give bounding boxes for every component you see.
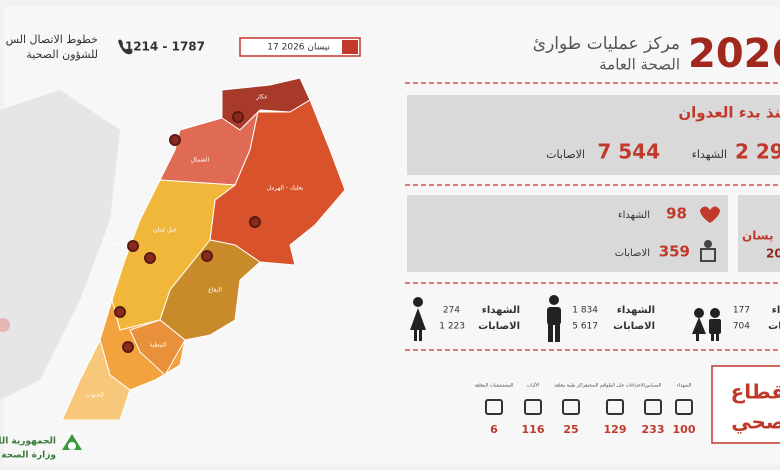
marker bbox=[127, 240, 139, 252]
woman-icon bbox=[410, 297, 426, 341]
stat-label: مراكز طبية مغلقة bbox=[554, 383, 588, 389]
stat-value: 116 bbox=[522, 423, 545, 436]
year: 2026 bbox=[688, 31, 780, 77]
date-panel bbox=[738, 195, 780, 272]
marker bbox=[144, 252, 156, 264]
hotline-numbers: 1214 - 1787 bbox=[125, 40, 205, 54]
footer-line2: وزارة الصحة ا bbox=[0, 451, 56, 461]
region-south-lower bbox=[61, 338, 131, 421]
calendar-icon bbox=[342, 40, 358, 54]
stat-value: 129 bbox=[604, 423, 627, 436]
marker-glow bbox=[0, 318, 10, 332]
person-icon bbox=[700, 240, 716, 262]
region-bekaa bbox=[159, 239, 261, 341]
map-label: البقاع bbox=[208, 287, 222, 294]
men-martyrs-label: الشهداء bbox=[617, 305, 655, 316]
stat-icon bbox=[606, 399, 624, 415]
phone-icon bbox=[118, 39, 133, 55]
children-icon bbox=[692, 308, 721, 341]
children-martyrs: 177 bbox=[733, 306, 750, 316]
women-injured: 1 223 bbox=[439, 322, 465, 332]
stat-icon bbox=[485, 399, 503, 415]
since-start-injured-label: الاصابات bbox=[546, 148, 585, 161]
men-injured-label: الاصابات bbox=[613, 321, 655, 332]
date-box bbox=[239, 37, 361, 57]
map-label: عكار bbox=[255, 94, 268, 101]
daily-martyrs-label: الشهداء bbox=[618, 210, 650, 221]
children-injured-label: الاصابات bbox=[768, 321, 780, 332]
daily-martyrs: 98 bbox=[666, 205, 687, 223]
men-injured: 5 617 bbox=[572, 322, 598, 332]
stat-icon bbox=[644, 399, 662, 415]
side-date-line2: 20 bbox=[766, 247, 780, 261]
since-start-injured: 7 544 bbox=[597, 140, 660, 164]
map-label: بعلبك - الهرمل bbox=[267, 185, 304, 192]
hotline-subtitle: للشؤون الصحية bbox=[26, 48, 98, 61]
footer-line1: الجمهورية الل bbox=[0, 437, 56, 447]
women-martyrs-label: الشهداء bbox=[482, 305, 520, 316]
daily-injured: 359 bbox=[659, 243, 690, 261]
stat-value: 233 bbox=[642, 423, 665, 436]
stat-icon bbox=[524, 399, 542, 415]
map-background bbox=[0, 90, 120, 400]
map-label: النبطية bbox=[149, 342, 166, 349]
stat-label: الشهداء bbox=[677, 384, 691, 389]
hotline-title: خطوط الاتصال الس bbox=[6, 33, 98, 46]
marker bbox=[122, 341, 134, 353]
heart-icon bbox=[700, 206, 720, 223]
women-martyrs: 274 bbox=[443, 306, 460, 316]
since-start-martyrs: 2 29 bbox=[735, 140, 780, 164]
marker bbox=[169, 134, 181, 146]
side-date-line1: يسان bbox=[742, 229, 773, 243]
date: 17 نيسان 2026 bbox=[267, 43, 330, 53]
stat-value: 6 bbox=[490, 423, 498, 436]
health-sector-title2: الصحي bbox=[731, 410, 780, 435]
women-injured-label: الاصابات bbox=[478, 321, 520, 332]
daily-panel bbox=[407, 195, 728, 272]
children-martyrs-label: الشهداء bbox=[772, 305, 780, 316]
map-label: الجنوب bbox=[86, 392, 104, 399]
stat-label: الآليات bbox=[527, 383, 539, 389]
map: عكار الشمال بعلبك - الهرمل بيروت جبل لبن… bbox=[0, 77, 346, 421]
stat-label: المصابين bbox=[645, 384, 662, 389]
region-nabatieh bbox=[129, 319, 186, 376]
children-injured: 704 bbox=[733, 322, 750, 332]
daily-injured-label: الاصابات bbox=[615, 248, 650, 259]
marker bbox=[114, 306, 126, 318]
health-sector-box bbox=[711, 365, 780, 444]
stat-value: 25 bbox=[563, 423, 578, 436]
map-label: الشمال bbox=[191, 157, 210, 164]
stat-icon bbox=[675, 399, 693, 415]
title-line2: الصحة العامة bbox=[599, 56, 680, 74]
since-start-panel bbox=[407, 95, 780, 175]
men-martyrs: 1 834 bbox=[572, 306, 598, 316]
man-icon bbox=[547, 295, 561, 342]
map-label: بيروت bbox=[104, 240, 120, 247]
since-start-title: منذ بدء العدوان bbox=[678, 104, 780, 122]
stat-label: المستشفيات المغلقة bbox=[475, 384, 514, 389]
health-stats: المستشفيات المغلقة 6 الآليات 116 مراكز طبية … bbox=[475, 383, 696, 437]
health-sector-title1: القطاع bbox=[731, 380, 780, 404]
map-label: جبل لبنان bbox=[153, 227, 177, 234]
since-start-martyrs-label: الشهداء bbox=[692, 148, 727, 161]
marker bbox=[232, 111, 244, 123]
marker bbox=[201, 250, 213, 262]
ministry-logo bbox=[62, 434, 82, 450]
stat-icon bbox=[562, 399, 580, 415]
stat-label: الاعتداءات على الطواقم الصحية bbox=[585, 384, 645, 389]
stat-value: 100 bbox=[673, 423, 696, 436]
marker bbox=[249, 216, 261, 228]
title-line1: مركز عمليات طوارئ bbox=[533, 34, 680, 54]
